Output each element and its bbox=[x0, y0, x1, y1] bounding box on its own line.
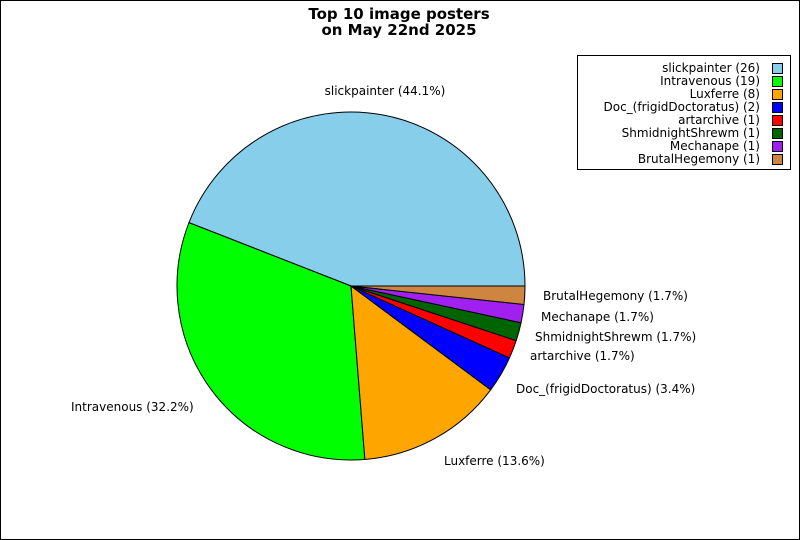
legend-label: slickpainter (26) bbox=[662, 61, 760, 75]
legend-swatch bbox=[772, 102, 783, 113]
chart-title-line-1: Top 10 image posters bbox=[308, 5, 490, 23]
legend-swatch bbox=[772, 115, 783, 126]
legend-item-intravenous: Intravenous (19) bbox=[660, 75, 790, 88]
legend-item-shmidnightshrewm: ShmidnightShrewm (1) bbox=[622, 127, 790, 140]
slice-label-artarchive: artarchive (1.7%) bbox=[530, 349, 635, 363]
pie-slice-brutalhegemony bbox=[350, 285, 526, 306]
slice-label-mechanape: Mechanape (1.7%) bbox=[541, 310, 654, 324]
slice-label-shmidnightshrewm: ShmidnightShrewm (1.7%) bbox=[535, 330, 696, 344]
slice-label-intravenous: Intravenous (32.2%) bbox=[71, 400, 194, 414]
chart-legend: slickpainter (26) Intravenous (19) Luxferr… bbox=[577, 55, 791, 170]
legend-item-slickpainter: slickpainter (26) bbox=[662, 62, 790, 75]
legend-label: artarchive (1) bbox=[678, 113, 760, 127]
legend-swatch bbox=[772, 89, 783, 100]
chart-title: Top 10 image posters on May 22nd 2025 bbox=[1, 6, 797, 38]
slice-label-luxferre: Luxferre (13.6%) bbox=[444, 454, 545, 468]
legend-label: Mechanape (1) bbox=[669, 139, 760, 153]
legend-swatch bbox=[772, 128, 783, 139]
legend-item-doc-frigiddoctoratus: Doc_(frigidDoctoratus) (2) bbox=[604, 101, 791, 114]
slice-label-brutalhegemony: BrutalHegemony (1.7%) bbox=[543, 289, 688, 303]
legend-swatch bbox=[772, 76, 783, 87]
legend-item-mechanape: Mechanape (1) bbox=[670, 140, 790, 153]
slice-label-doc-frigiddoctoratus: Doc_(frigidDoctoratus) (3.4%) bbox=[516, 382, 695, 396]
legend-label: BrutalHegemony (1) bbox=[637, 152, 760, 166]
legend-label: ShmidnightShrewm (1) bbox=[621, 126, 760, 140]
pie-slice-luxferre bbox=[350, 284, 492, 460]
legend-item-brutalhegemony: BrutalHegemony (1) bbox=[638, 153, 790, 166]
legend-label: Doc_(frigidDoctoratus) (2) bbox=[603, 100, 761, 114]
legend-item-luxferre: Luxferre (8) bbox=[690, 88, 790, 101]
legend-swatch bbox=[772, 63, 783, 74]
chart-title-line-2: on May 22nd 2025 bbox=[321, 21, 477, 39]
legend-label: Intravenous (19) bbox=[660, 74, 760, 88]
slice-label-slickpainter: slickpainter (44.1%) bbox=[325, 84, 446, 98]
legend-label: Luxferre (8) bbox=[689, 87, 760, 101]
pie-slice-slickpainter bbox=[188, 111, 526, 287]
legend-swatch bbox=[772, 141, 783, 152]
legend-swatch bbox=[772, 154, 783, 165]
pie-slice-intravenous bbox=[176, 221, 366, 461]
legend-item-artarchive: artarchive (1) bbox=[678, 114, 790, 127]
